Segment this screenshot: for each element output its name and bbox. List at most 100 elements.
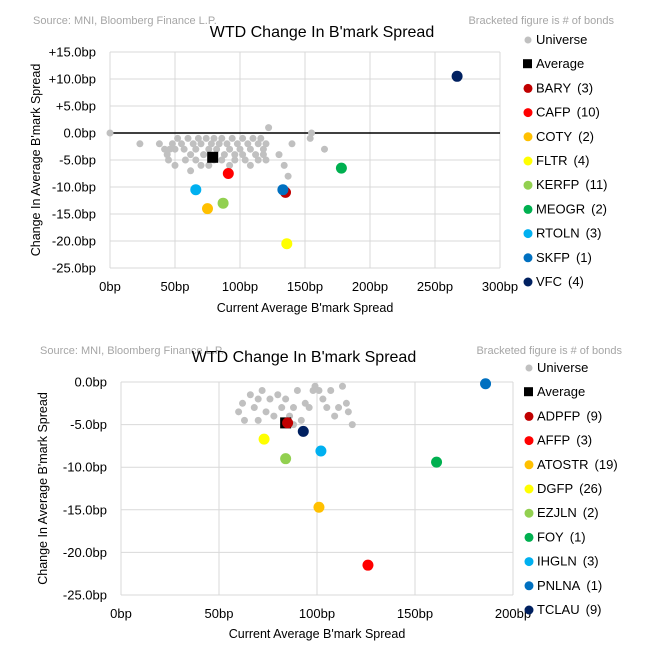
chart-1-legend-marker-kerfp xyxy=(523,180,533,190)
chart-2-legend-marker-adpfp xyxy=(524,411,534,421)
legend-series-count: (3) xyxy=(586,226,602,241)
chart-1-legend-label-meogr: MEOGR (2) xyxy=(536,201,607,216)
chart-1-universe-point xyxy=(244,140,252,148)
chart-2-title: WTD Change In B'mark Spread xyxy=(192,349,416,366)
chart-1-universe-point xyxy=(218,134,226,142)
chart-2-universe-point xyxy=(297,416,305,424)
legend-series-name: EZJLN xyxy=(537,505,577,520)
legend-series-name: AFFP xyxy=(537,433,570,448)
chart-1-universe-point xyxy=(106,129,114,137)
chart-2-universe-point xyxy=(262,408,270,416)
chart-1-universe-point xyxy=(262,156,270,164)
chart-1-legend-label-kerfp: KERFP (11) xyxy=(536,177,608,192)
chart-1-legend-label-cafp: CAFP (10) xyxy=(536,105,600,120)
chart-1-universe-point xyxy=(236,145,244,153)
chart-2-universe-point xyxy=(319,395,327,403)
chart-1-ytick-label: +10.0bp xyxy=(49,72,96,87)
chart-1-universe-point xyxy=(308,129,315,137)
chart-2-legend-label-ihgln: IHGLN (3) xyxy=(537,554,599,569)
chart-1-universe-point xyxy=(226,161,234,169)
chart-1-point-cafp xyxy=(222,168,234,179)
chart-1-source: Source: MNI, Bloomberg Finance L.P. xyxy=(33,15,217,27)
chart-2-legend-label-tclau: TCLAU (9) xyxy=(537,602,602,617)
chart-1-universe-point xyxy=(246,161,254,169)
chart-2-universe-point xyxy=(270,412,278,420)
chart-1-xtick-label: 200bp xyxy=(352,279,388,294)
legend-series-name: BARY xyxy=(536,80,571,95)
chart-2-universe-point xyxy=(282,395,290,403)
chart-1-legend-marker-fltr xyxy=(523,156,533,166)
chart-1-legend-label-skfp: SKFP (1) xyxy=(536,250,592,265)
chart-1-legend-label-fltr: FLTR (4) xyxy=(536,153,589,168)
legend-series-count: (2) xyxy=(591,201,607,216)
legend-series-count: (10) xyxy=(577,105,600,120)
chart-2-ytick-label: -25.0bp xyxy=(63,588,107,603)
chart-2-legend-marker-universe xyxy=(525,364,533,372)
chart-1-legend-label-bary: BARY (3) xyxy=(536,80,593,95)
chart-1-note: Bracketed figure is # of bonds xyxy=(468,15,614,27)
legend-series-count: (2) xyxy=(583,505,599,520)
legend-series-name: FOY xyxy=(537,529,564,544)
chart-1-universe-point xyxy=(280,161,288,169)
chart-2-universe-point xyxy=(327,387,335,395)
chart-1-ytick-label: +15.0bp xyxy=(49,45,96,60)
chart-1-x-axis-title: Current Average B'mark Spread xyxy=(217,301,394,315)
chart-1-universe-point xyxy=(136,140,144,148)
chart-1-universe-point xyxy=(205,161,213,169)
legend-series-name: PNLNA xyxy=(537,578,581,593)
chart-2-source: Source: MNI, Bloomberg Finance L.P. xyxy=(40,345,224,357)
chart-2-universe-point xyxy=(289,404,297,412)
chart-1-xtick-label: 100bp xyxy=(222,279,258,294)
chart-2-legend-label-foy: FOY (1) xyxy=(537,529,586,544)
chart-1-universe-point xyxy=(207,140,215,148)
legend-series-count: (1) xyxy=(570,529,586,544)
chart-2-ytick-label: -5.0bp xyxy=(70,417,107,432)
chart-1-universe-point xyxy=(231,151,239,159)
chart-1-universe-point xyxy=(180,145,188,153)
chart-2-legend-marker-foy xyxy=(524,532,534,542)
chart-1-universe-point xyxy=(321,145,328,153)
chart-2-xtick-label: 200bp xyxy=(495,606,531,621)
chart-1-ytick-label: -5.0bp xyxy=(59,153,96,168)
chart-1-universe-point xyxy=(259,145,267,153)
chart-2-note: Bracketed figure is # of bonds xyxy=(476,345,622,357)
chart-1-universe-point xyxy=(220,151,228,159)
legend-series-count: (9) xyxy=(586,602,602,617)
chart-1-legend-label-vfc: VFC (4) xyxy=(536,274,584,289)
chart-1-universe-point xyxy=(239,134,247,142)
chart-1-universe-point xyxy=(262,140,270,148)
legend-series-name: COTY xyxy=(536,129,572,144)
chart-2-xtick-label: 50bp xyxy=(205,606,234,621)
legend-series-name: ADPFP xyxy=(537,408,580,423)
chart-2-xtick-label: 100bp xyxy=(299,606,335,621)
chart-2-legend-label-affp: AFFP (3) xyxy=(537,433,592,448)
chart-1-universe-point xyxy=(200,151,208,159)
chart-1-universe-point xyxy=(265,124,273,132)
chart-1-universe-point xyxy=(197,140,205,148)
chart-2-universe-point xyxy=(335,404,343,412)
chart-1-universe-point xyxy=(252,151,260,159)
chart-1-xtick-label: 50bp xyxy=(161,279,190,294)
chart-1-point-fltr xyxy=(281,238,293,250)
chart-2-point-dgfp xyxy=(258,433,270,445)
chart-1-universe-point xyxy=(210,134,218,142)
chart-1-point-meogr xyxy=(335,162,347,174)
chart-1-legend-marker-bary xyxy=(523,83,533,93)
chart-2-point-pnlna xyxy=(480,378,492,390)
legend-series-count: (9) xyxy=(586,408,602,423)
chart-1-point-vfc xyxy=(451,70,463,82)
chart-2-ytick-label: -10.0bp xyxy=(63,460,107,475)
chart-1-ytick-label: -20.0bp xyxy=(52,234,96,249)
chart-2-legend-label-dgfp: DGFP (26) xyxy=(537,481,602,496)
chart-1-legend-marker-rtoln xyxy=(523,229,533,239)
legend-series-name: FLTR xyxy=(536,153,568,168)
chart-1-universe-point xyxy=(192,145,200,153)
legend-series-count: (3) xyxy=(577,80,593,95)
legend-series-name: SKFP xyxy=(536,250,570,265)
legend-series-name: TCLAU xyxy=(537,602,580,617)
chart-1-universe-point xyxy=(284,172,292,180)
chart-2-universe-point xyxy=(315,387,323,395)
chart-2-legend-label-ezjln: EZJLN (2) xyxy=(537,505,599,520)
legend-series-count: (19) xyxy=(595,457,618,472)
chart-2-legend-marker-pnlna xyxy=(524,581,534,591)
